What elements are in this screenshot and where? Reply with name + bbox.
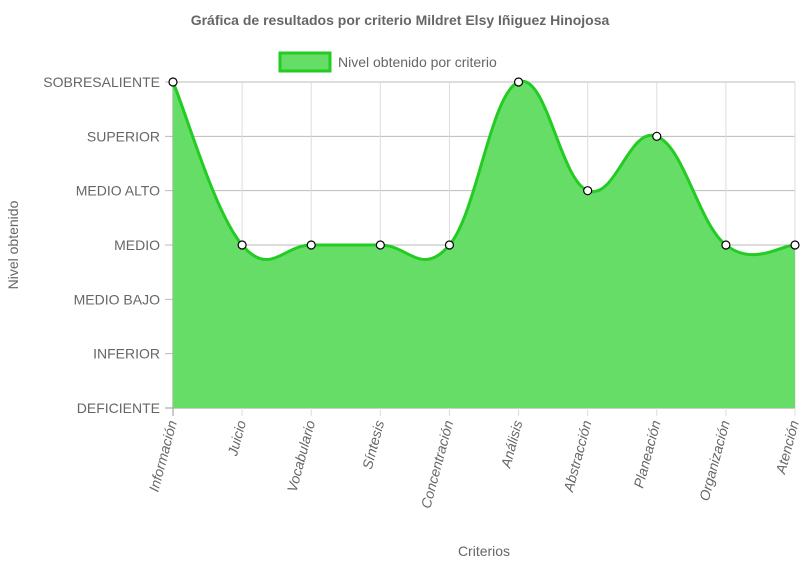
series-line bbox=[171, 80, 796, 261]
data-point[interactable] bbox=[583, 186, 593, 196]
y-tick-label: MEDIO BAJO bbox=[74, 291, 160, 307]
x-tick-label: Planeación bbox=[630, 418, 663, 489]
y-axis-label: Nivel obtenido bbox=[5, 200, 21, 289]
chart-title: Gráfica de resultados por criterio Mildr… bbox=[191, 12, 610, 28]
x-tick-label: Análisis bbox=[497, 419, 525, 471]
y-tick-label: SUPERIOR bbox=[87, 128, 160, 144]
legend-swatch bbox=[278, 51, 332, 73]
data-point[interactable] bbox=[790, 240, 800, 250]
y-tick-label: MEDIO ALTO bbox=[76, 183, 160, 199]
data-point[interactable] bbox=[306, 240, 316, 250]
data-point[interactable] bbox=[652, 131, 662, 141]
x-tick-label: Juicio bbox=[224, 418, 249, 458]
data-point[interactable] bbox=[513, 77, 524, 87]
data-point[interactable] bbox=[168, 77, 178, 87]
data-points bbox=[168, 77, 800, 250]
x-tick-label: Concentración bbox=[418, 418, 457, 510]
y-tick-label: DEFICIENTE bbox=[77, 400, 160, 416]
y-tick-label: MEDIO bbox=[114, 237, 160, 253]
legend[interactable]: Nivel obtenido por criterio bbox=[278, 51, 497, 73]
x-tick-labels: Información Juicio Vocabulario Síntesis Conc… bbox=[146, 418, 800, 510]
data-point[interactable] bbox=[721, 240, 731, 250]
data-point[interactable] bbox=[444, 240, 455, 250]
data-point[interactable] bbox=[375, 240, 385, 250]
y-tick-labels: DEFICIENTE INFERIOR MEDIO BAJO MEDIO MEDIO A… bbox=[43, 74, 160, 416]
x-tick-label: Síntesis bbox=[359, 419, 387, 471]
x-tick-label: Organización bbox=[696, 418, 733, 502]
data-point[interactable] bbox=[237, 240, 247, 250]
series-area bbox=[173, 81, 795, 408]
legend-label: Nivel obtenido por criterio bbox=[338, 54, 497, 70]
x-tick-label: Información bbox=[146, 418, 180, 493]
x-axis-label: Criterios bbox=[458, 543, 510, 559]
area-layer bbox=[171, 80, 796, 408]
x-tick-label: Abstracción bbox=[560, 418, 595, 494]
x-tick-label: Vocabulario bbox=[284, 418, 319, 493]
y-tick-label: INFERIOR bbox=[93, 346, 160, 362]
x-tick-label: Atención bbox=[772, 418, 800, 476]
y-tick-label: SOBRESALIENTE bbox=[43, 74, 160, 90]
